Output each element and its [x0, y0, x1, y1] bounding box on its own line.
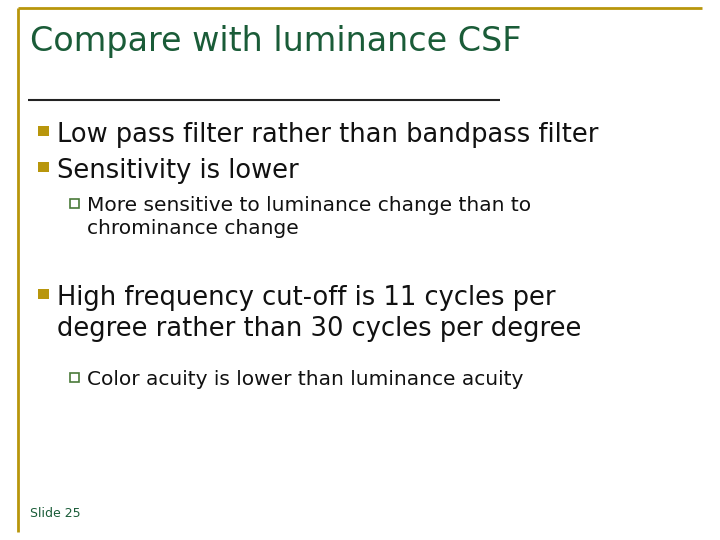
- Text: Compare with luminance CSF: Compare with luminance CSF: [30, 25, 521, 58]
- Text: Low pass filter rather than bandpass filter: Low pass filter rather than bandpass fil…: [57, 122, 598, 148]
- Bar: [70, 373, 79, 382]
- Text: High frequency cut-off is 11 cycles per
degree rather than 30 cycles per degree: High frequency cut-off is 11 cycles per …: [57, 285, 581, 342]
- Text: More sensitive to luminance change than to
chrominance change: More sensitive to luminance change than …: [87, 196, 531, 238]
- Text: Slide 25: Slide 25: [30, 507, 81, 520]
- Bar: [38, 126, 49, 136]
- Text: Sensitivity is lower: Sensitivity is lower: [57, 158, 299, 184]
- Bar: [38, 289, 49, 299]
- Text: Color acuity is lower than luminance acuity: Color acuity is lower than luminance acu…: [87, 370, 523, 389]
- Bar: [70, 199, 79, 208]
- Bar: [38, 162, 49, 172]
